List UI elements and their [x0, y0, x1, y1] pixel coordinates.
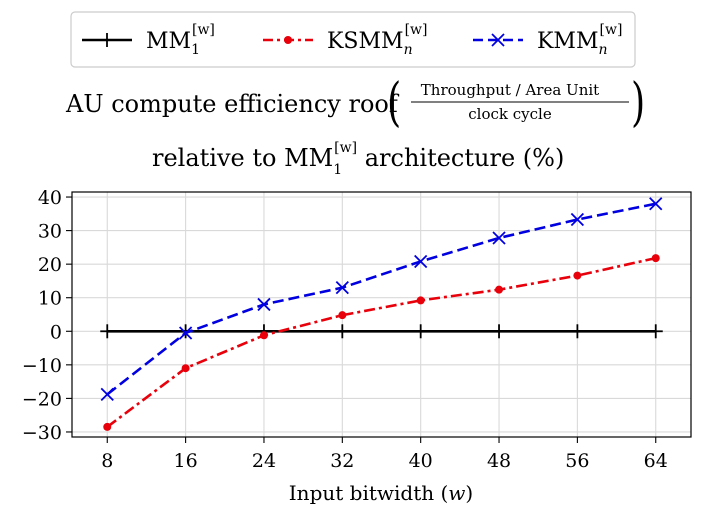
- title-denominator: clock cycle: [468, 105, 552, 123]
- y-tick-label: −10: [22, 355, 62, 377]
- x-tick-label: 8: [101, 450, 113, 472]
- data-point-ksmm: [181, 364, 190, 373]
- x-tick-label: 32: [330, 450, 354, 472]
- x-tick-label: 64: [644, 450, 668, 472]
- legend: MM1[w] KSMMn[w] KMMn[w]: [70, 11, 636, 68]
- legend-label-kmm: KMMn[w]: [537, 22, 622, 58]
- legend-marker-ksmm: [284, 36, 292, 44]
- title-line2-sup: [w]: [334, 140, 357, 156]
- legend-marker-kmm: [491, 33, 505, 47]
- chart-title: AU compute efficiency roof ( Throughput …: [65, 71, 645, 178]
- y-tick-label: 30: [38, 221, 62, 243]
- data-point-ksmm: [495, 285, 504, 294]
- data-point-ksmm: [651, 254, 660, 263]
- x-tick-label: 48: [487, 450, 511, 472]
- x-tick-label: 40: [409, 450, 433, 472]
- data-point-kmm: [335, 281, 349, 295]
- title-line1: AU compute efficiency roof: [65, 90, 400, 118]
- data-point-kmm: [492, 231, 506, 245]
- legend-frame: [70, 11, 636, 68]
- x-axis-label-text: Input bitwidth (: [289, 481, 449, 505]
- data-point-mm: [648, 324, 663, 339]
- data-point-ksmm: [338, 311, 347, 320]
- data-point-kmm: [178, 326, 193, 340]
- x-tick-label: 24: [252, 450, 276, 472]
- data-point-kmm: [414, 254, 428, 269]
- legend-item-mm: MM1[w]: [82, 22, 215, 58]
- plot-area: 8 16 24 32 40 48 56 64 −30 −20 −10 0 10 20 30 40: [22, 187, 692, 472]
- y-axis: −30 −20 −10 0 10 20 30 40: [22, 187, 72, 444]
- y-tick-label: 10: [38, 288, 62, 310]
- series-layer: [100, 197, 663, 431]
- x-axis-label-var: w: [448, 481, 465, 505]
- series-line-ksmm: [106, 256, 657, 428]
- legend-item-kmm: KMMn[w]: [473, 22, 622, 58]
- x-axis-label-close: ): [465, 481, 473, 505]
- y-tick-label: 0: [50, 321, 62, 343]
- plot-frame: [71, 191, 692, 438]
- x-axis: 8 16 24 32 40 48 56 64: [101, 437, 668, 472]
- legend-marker-mm: [100, 33, 114, 47]
- data-point-ksmm: [103, 422, 112, 431]
- data-point-ksmm: [573, 271, 582, 280]
- legend-label-mm: MM1[w]: [146, 22, 215, 58]
- title-left-paren: (: [387, 71, 401, 132]
- x-tick-label: 56: [565, 450, 589, 472]
- x-axis-label: Input bitwidth (w): [289, 481, 473, 505]
- data-point-kmm: [649, 197, 663, 211]
- series-ksmm: [103, 254, 660, 431]
- data-point-mm: [492, 324, 507, 339]
- data-point-kmm: [570, 212, 585, 227]
- y-tick-label: 20: [38, 254, 62, 276]
- data-point-mm: [335, 324, 350, 339]
- series-line-kmm: [106, 202, 656, 396]
- series-kmm: [100, 197, 663, 402]
- title-line2: relative to MM1 [w] architecture (%): [152, 140, 564, 178]
- y-tick-label: −30: [22, 422, 62, 444]
- title-numerator: Throughput / Area Unit: [421, 81, 599, 99]
- y-tick-label: −20: [22, 388, 62, 410]
- data-point-kmm: [257, 297, 271, 312]
- title-line2-suffix: architecture (%): [357, 144, 564, 172]
- legend-item-ksmm: KSMMn[w]: [263, 22, 428, 58]
- title-line2-sub: 1: [333, 162, 342, 178]
- data-point-mm: [570, 324, 585, 339]
- data-point-ksmm: [416, 296, 425, 305]
- grid: [72, 192, 691, 437]
- title-line2-prefix: relative to MM: [152, 144, 333, 172]
- legend-label-ksmm: KSMMn[w]: [327, 22, 428, 58]
- data-point-kmm: [100, 387, 114, 402]
- title-right-paren: ): [631, 71, 645, 132]
- data-point-mm: [100, 324, 115, 339]
- data-point-ksmm: [259, 331, 268, 340]
- y-tick-label: 40: [38, 187, 62, 209]
- data-point-mm: [413, 324, 428, 339]
- x-tick-label: 16: [174, 450, 198, 472]
